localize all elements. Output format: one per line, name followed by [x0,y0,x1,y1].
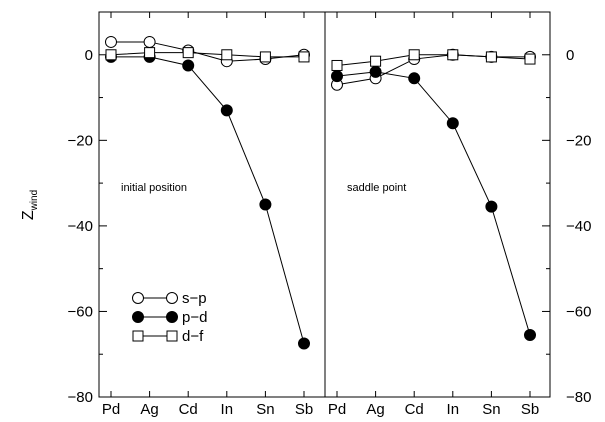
data-point-circle [182,59,195,72]
data-point-square [259,51,271,63]
data-point-circle [408,72,421,85]
data-point-circle [331,70,343,83]
y-axis-label: Zwind [20,190,40,220]
data-point-circle [143,35,156,48]
y-tick-label-left: −80 [68,389,93,406]
legend-label: d−f [182,328,204,345]
y-tick-label-left: 0 [85,47,93,64]
x-tick-label: Sb [295,401,313,417]
legend-label: p−d [182,309,207,326]
legend-marker [166,330,178,342]
data-point-circle [259,198,272,211]
y-axis-label-main: Z [20,210,37,220]
panel-label: initial position [121,182,187,194]
legend-marker [166,292,178,304]
x-tick-label: Cd [179,401,198,417]
data-point-square [298,51,310,63]
data-point-circle [369,65,382,78]
series-line [111,56,305,344]
data-point-square [447,49,459,61]
x-tick-label: In [447,401,460,417]
data-point-square [182,47,194,59]
data-point-square [408,49,420,61]
y-tick-label-right: −40 [566,218,591,235]
chart-marks: −80 −80 −60 −60 −40 −40 −20 −20 0 0 Pd Ag Cd In Sn Sb in… [68,12,591,418]
series-line [336,54,531,66]
x-tick-label: Pd [102,401,120,417]
data-point-circle [105,35,117,48]
x-tick-label: Sn [256,401,274,417]
panel-label: saddle point [347,182,406,194]
data-point-circle [524,328,536,341]
data-point-circle [485,200,498,213]
data-point-circle [298,337,310,350]
x-tick-label: In [221,401,234,417]
x-tick-label: Cd [405,401,424,417]
y-tick-label-left: −60 [68,303,93,320]
legend-marker [132,292,144,304]
legend-marker [132,330,144,342]
y-tick-label-right: −20 [566,132,591,149]
data-point-square [524,53,536,65]
x-tick-label: Pd [328,401,346,417]
y-tick-label-left: −20 [68,132,93,149]
data-point-circle [446,117,459,130]
series-line [111,41,305,62]
x-tick-label: Ag [366,401,384,417]
x-tick-label: Ag [140,401,158,417]
data-point-square [144,47,156,59]
y-tick-label-right: 0 [566,47,574,64]
y-tick-label-right: −80 [566,389,591,406]
legend-marker [132,311,144,323]
data-point-square [331,59,343,71]
series-line [336,54,530,86]
data-point-square [370,55,382,67]
legend-marker [166,311,178,323]
x-tick-label: Sn [482,401,500,417]
data-point-square [105,49,117,61]
legend-label: s−p [182,290,207,307]
data-point-square [485,51,497,63]
y-tick-label-left: −40 [68,218,93,235]
data-point-square [221,49,233,61]
series-line [110,52,304,58]
y-tick-label-right: −60 [566,303,591,320]
data-point-circle [220,104,233,117]
series-line [336,71,531,336]
y-axis-label-subscript: wind [29,190,40,212]
x-tick-label: Sb [521,401,539,417]
